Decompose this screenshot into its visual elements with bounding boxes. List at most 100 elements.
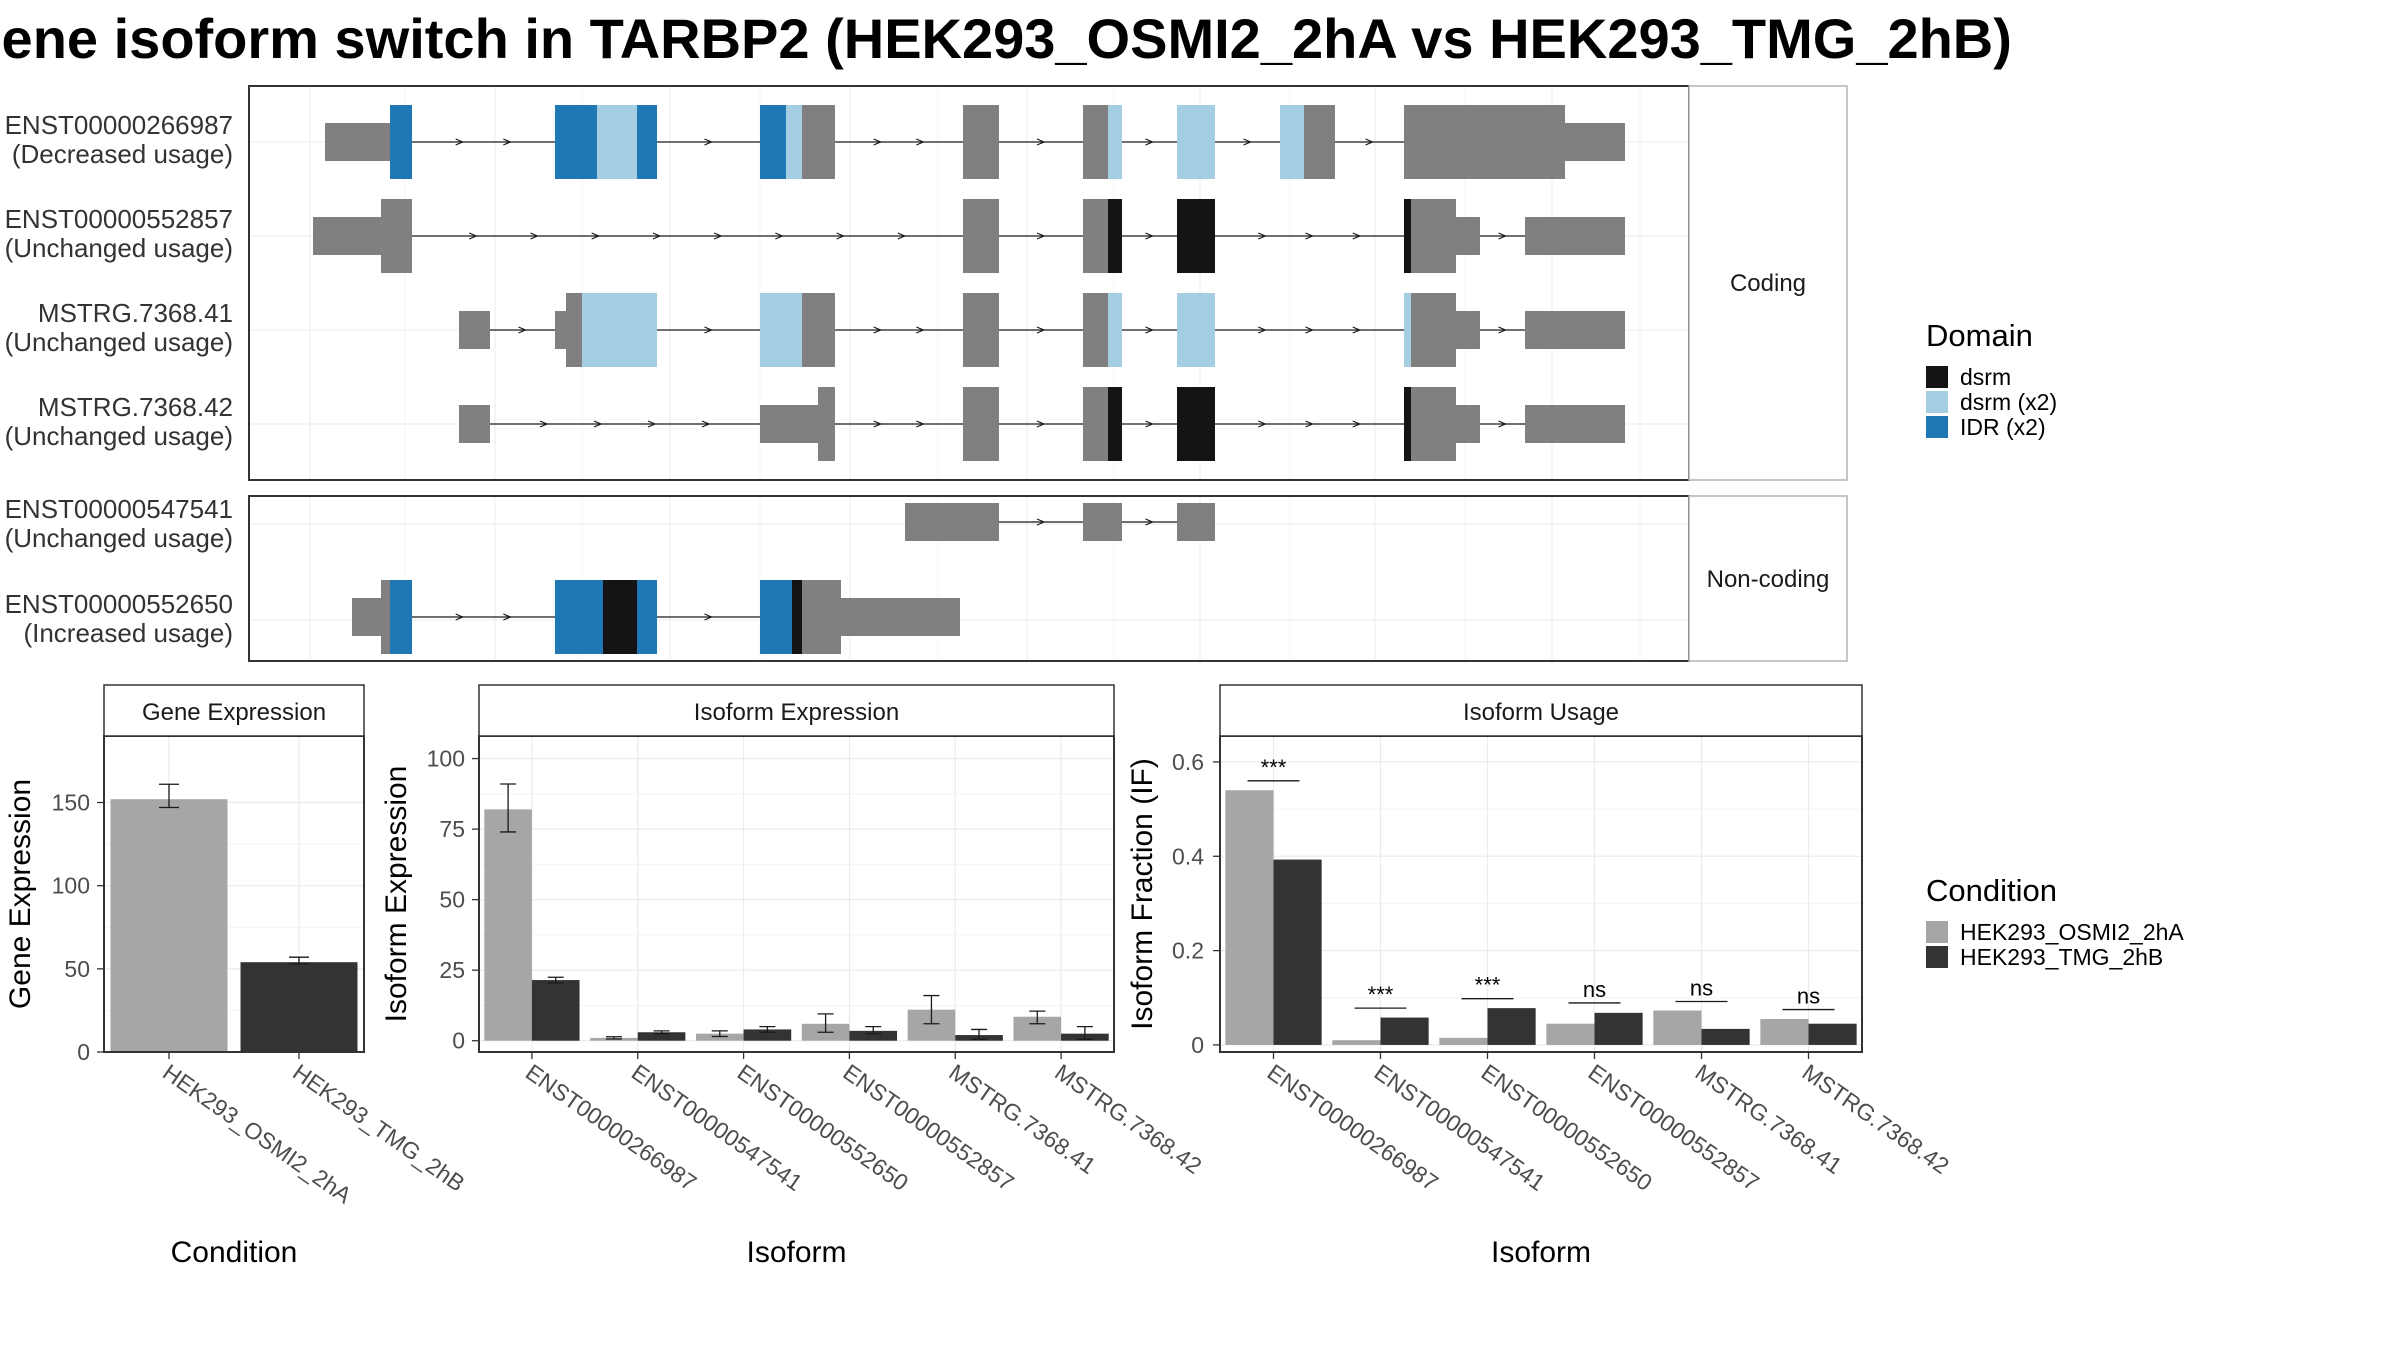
exon-cds — [760, 105, 786, 179]
exon-utr — [1565, 123, 1625, 161]
noncoding-strip-label: Non-coding — [1707, 566, 1830, 593]
exon-cds — [1083, 199, 1108, 273]
transcript-structure-plot: Coding Non-coding ENST00000266987 (Decre… — [5, 85, 1848, 662]
intron-direction-arrow — [503, 613, 512, 621]
intron-direction-arrow — [1036, 138, 1046, 146]
y-tick-label: 0.6 — [1172, 749, 1204, 775]
intron-direction-arrow — [1352, 232, 1362, 240]
exon-cds — [1404, 387, 1411, 461]
error-bar — [817, 1013, 834, 1033]
exon-cds — [792, 580, 802, 654]
transcript-usage-label: (Increased usage) — [23, 618, 233, 648]
bar — [1594, 1012, 1643, 1045]
transcript-usage-label: (Unchanged usage) — [5, 233, 233, 263]
intron-direction-arrow — [1365, 138, 1375, 146]
intron-direction-arrow — [916, 420, 925, 428]
gene-expression-chart: Gene Expression050100150HEK293_OSMI2_2hA… — [4, 684, 470, 1269]
exon-cds — [555, 580, 603, 654]
bar — [1013, 1016, 1062, 1041]
intron-direction-arrow — [1036, 420, 1046, 428]
error-bar — [500, 783, 517, 833]
intron-direction-arrow — [916, 326, 925, 334]
transcript-id-label: MSTRG.7368.41 — [38, 298, 233, 328]
exon-utr — [1525, 217, 1625, 255]
intron-direction-arrow — [1258, 326, 1267, 334]
transcript-models — [313, 105, 1625, 654]
intron-direction-arrow — [1145, 420, 1155, 428]
bar — [1225, 790, 1274, 1045]
exon-cds — [1177, 293, 1215, 367]
exon-cds — [1404, 199, 1411, 273]
legend-label-dsrm-x2: dsrm (x2) — [1960, 389, 2057, 415]
exon-utr — [1083, 503, 1122, 541]
condition-legend: Condition HEK293_OSMI2_2hA HEK293_TMG_2h… — [1926, 873, 2184, 970]
figure-title: Gene isoform switch in TARBP2 (HEK293_OS… — [0, 7, 2012, 70]
exon-cds — [637, 105, 657, 179]
exon-utr — [1525, 405, 1625, 443]
intron-direction-arrow — [518, 326, 528, 334]
noncoding-strip — [1688, 495, 1848, 662]
exon-utr — [459, 311, 490, 349]
bar — [1653, 1010, 1702, 1045]
intron-direction-arrow — [593, 420, 603, 428]
y-tick-label: 100 — [427, 746, 465, 772]
bar — [1808, 1023, 1857, 1045]
y-tick-label: 150 — [52, 790, 90, 816]
bar — [110, 799, 228, 1052]
exon-cds — [390, 580, 412, 654]
transcript-usage-label: (Unchanged usage) — [5, 523, 233, 553]
exon-cds — [1280, 105, 1304, 179]
exon-cds — [963, 105, 999, 179]
exon-cds — [1304, 105, 1335, 179]
chart-title: Gene Expression — [142, 699, 326, 726]
exon-cds — [566, 293, 582, 367]
intron-direction-arrow — [836, 232, 846, 240]
exon-cds — [1108, 293, 1122, 367]
x-tick-label: ENST00000266987 — [1263, 1059, 1443, 1196]
exon-cds — [381, 580, 390, 654]
intron-direction-arrow — [1352, 326, 1362, 334]
isoform-expression-chart: Isoform Expression 0 25 50 75 100 ENST00000266… — [380, 684, 1207, 1269]
exon-cds — [1525, 105, 1565, 179]
exon-cds — [1108, 105, 1122, 179]
intron-direction-arrow — [897, 232, 907, 240]
intron-direction-arrow — [775, 232, 784, 240]
exon-cds — [1108, 387, 1122, 461]
intron-direction-arrow — [591, 232, 601, 240]
x-tick-label: ENST00000552857 — [1584, 1059, 1764, 1196]
exon-cds — [603, 580, 637, 654]
bar — [531, 980, 580, 1041]
exon-utr — [905, 503, 999, 541]
bar — [484, 809, 532, 1041]
intron-direction-arrow — [1036, 518, 1046, 526]
significance-label: ns — [1583, 977, 1606, 1002]
chart-title: Isoform Usage — [1463, 699, 1619, 726]
intron-direction-arrow — [1145, 138, 1155, 146]
y-tick-label: 0 — [452, 1028, 465, 1054]
exon-cds — [381, 199, 412, 273]
exon-utr — [841, 598, 960, 636]
x-axis-title: Isoform — [746, 1236, 846, 1269]
exon-cds — [390, 105, 412, 179]
transcript-usage-label: (Decreased usage) — [12, 139, 233, 169]
legend-key-dsrm — [1926, 366, 1948, 388]
exon-utr — [1177, 503, 1215, 541]
significance-label: ns — [1797, 984, 1820, 1009]
exon-cds — [582, 293, 657, 367]
intron-direction-arrow — [873, 326, 883, 334]
bar — [695, 1033, 744, 1041]
intron-direction-arrow — [1145, 518, 1155, 526]
y-tick-label: 75 — [439, 816, 465, 842]
exon-cds — [1479, 105, 1525, 179]
exon-utr — [1456, 217, 1480, 255]
exon-cds — [1177, 199, 1215, 273]
significance-label: *** — [1368, 982, 1394, 1007]
x-tick-label: ENST00000547541 — [627, 1059, 807, 1196]
exon-cds — [760, 293, 802, 367]
bar — [1760, 1018, 1809, 1045]
exon-cds — [786, 105, 802, 179]
error-bar — [1076, 1025, 1093, 1040]
exon-utr — [325, 123, 390, 161]
exon-utr — [459, 405, 490, 443]
y-tick-label: 100 — [52, 873, 90, 899]
